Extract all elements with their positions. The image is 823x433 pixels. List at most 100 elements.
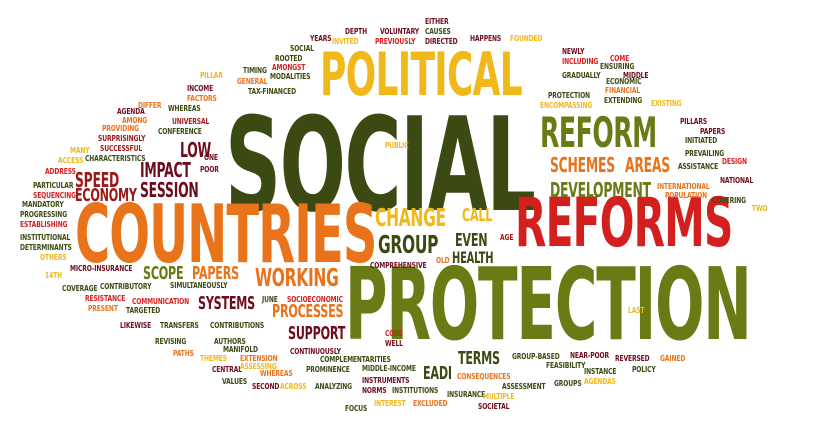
cloud-word: COVERING	[712, 196, 746, 205]
cloud-word: NORMS	[362, 386, 387, 395]
cloud-word: DIFFER	[138, 101, 162, 110]
cloud-word: PARTICULAR	[33, 181, 74, 190]
cloud-word: FOCUS	[345, 404, 368, 413]
cloud-word: AMONGST	[272, 63, 306, 72]
cloud-word: POOR	[200, 165, 219, 174]
cloud-word: UNIVERSAL	[172, 117, 210, 126]
cloud-word: SUPPORT	[288, 323, 346, 344]
cloud-word: SOCIAL	[290, 44, 314, 53]
cloud-word: INSTANCE	[584, 367, 617, 376]
cloud-word: DEVELOPMENT	[550, 178, 651, 202]
cloud-word: GENERAL	[237, 77, 268, 86]
cloud-word: CONTRIBUTIONS	[210, 321, 265, 330]
cloud-word: MICRO-INSURANCE	[70, 264, 133, 273]
cloud-word: SEQUENCING	[33, 191, 76, 200]
cloud-word: TERMS	[458, 348, 500, 369]
cloud-word: OLD	[436, 256, 450, 265]
cloud-word: THEMES	[200, 354, 227, 363]
cloud-word: ECONOMY	[75, 185, 137, 206]
cloud-word: POLICY	[632, 365, 656, 374]
cloud-word: ASSESSMENT	[502, 382, 546, 391]
cloud-word: EXTENDING	[604, 96, 643, 105]
cloud-word: PROTECTION	[345, 246, 752, 363]
cloud-word: TIMING	[243, 66, 267, 75]
cloud-word: PAPERS	[192, 263, 239, 284]
cloud-word: COUNTRIES	[75, 188, 377, 281]
cloud-word: POLITICAL	[320, 40, 523, 110]
cloud-word: EXTENSION	[240, 354, 278, 363]
cloud-word: LOW	[180, 138, 211, 162]
cloud-word: AUTHORS	[214, 337, 246, 346]
cloud-word: REFORMS	[515, 184, 733, 263]
cloud-word: LIKEWISE	[120, 321, 152, 330]
cloud-word: INCLUDING	[562, 57, 599, 66]
cloud-word: INCOME	[187, 84, 214, 93]
cloud-word: REVERSED	[615, 354, 650, 363]
cloud-word: DEPTH	[345, 27, 367, 36]
cloud-word: DIRECTED	[425, 37, 458, 46]
cloud-word: AGENDAS	[584, 377, 616, 386]
cloud-word: FINANCIAL	[605, 86, 641, 95]
cloud-word: HEALTH	[452, 248, 494, 267]
cloud-word: CONFERENCE	[158, 127, 202, 136]
cloud-word: GROUPS	[554, 379, 582, 388]
cloud-word: COMPREHENSIVE	[370, 261, 427, 270]
cloud-word: MIDDLE	[623, 71, 649, 80]
cloud-word: PROTECTION	[548, 91, 590, 100]
cloud-word: CAUSES	[425, 27, 451, 36]
cloud-word: EVEN	[455, 230, 488, 251]
cloud-word: PILLARS	[680, 117, 708, 126]
cloud-word: WHEREAS	[168, 104, 201, 113]
cloud-word: NEAR-POOR	[570, 351, 610, 360]
cloud-word: SCHEMES	[550, 153, 615, 177]
cloud-word: MANDATORY	[22, 200, 64, 209]
cloud-word: COMMUNICATION	[132, 297, 190, 306]
cloud-word: EXISTING	[651, 99, 682, 108]
cloud-word: CENTRAL	[212, 365, 242, 374]
cloud-word: SPEED	[75, 168, 120, 192]
cloud-word: FEASIBILITY	[546, 361, 586, 370]
cloud-word: VOLUNTARY	[380, 27, 419, 36]
cloud-word: CONTRIBUTORY	[100, 282, 152, 291]
cloud-word: FACTORS	[187, 94, 217, 103]
cloud-word: ACCESS	[58, 156, 84, 165]
cloud-word: COME	[610, 54, 630, 63]
cloud-word: HAPPENS	[470, 34, 502, 43]
cloud-word: ADDRESS	[45, 167, 76, 176]
cloud-word: LAST	[628, 306, 645, 315]
cloud-word: AGE	[500, 233, 514, 242]
cloud-word: GROUP-BASED	[512, 352, 560, 361]
cloud-word: WELL	[385, 339, 403, 348]
cloud-word: EITHER	[425, 17, 449, 26]
cloud-word: MODALITIES	[270, 72, 311, 81]
cloud-word: CONSEQUENCES	[457, 372, 511, 381]
cloud-word: VALUES	[222, 377, 248, 386]
cloud-word: CHARACTERISTICS	[85, 154, 146, 163]
cloud-word: SCOPE	[143, 263, 184, 284]
cloud-word: ENCOMPASSING	[540, 101, 593, 110]
cloud-word: GRADUALLY	[562, 71, 601, 80]
cloud-word: SOCIOECONOMIC	[287, 295, 343, 304]
cloud-word: 14TH	[45, 271, 62, 280]
cloud-word: MIDDLE-INCOME	[362, 364, 416, 373]
cloud-word: DETERMINANTS	[20, 243, 72, 252]
cloud-word: PROVIDING	[102, 124, 139, 133]
cloud-word: REVISING	[155, 337, 187, 346]
cloud-word: INSTITUTIONAL	[20, 233, 71, 242]
cloud-word: DESIGN	[722, 157, 747, 166]
cloud-word: PUBLIC	[385, 141, 409, 150]
cloud-word: TARGETED	[126, 306, 161, 315]
cloud-word: NATIONAL	[720, 176, 754, 185]
cloud-word: WORKING	[255, 263, 339, 292]
cloud-word: PILLAR	[200, 71, 223, 80]
cloud-word: JUNE	[262, 295, 278, 304]
cloud-word: SUCCESSFUL	[100, 144, 143, 153]
cloud-word: INTEREST	[374, 399, 406, 408]
cloud-word: PREVAILING	[685, 149, 725, 158]
cloud-word: AREAS	[625, 153, 670, 177]
cloud-word: EXCLUDED	[413, 399, 448, 408]
cloud-word: ANALYZING	[315, 382, 352, 391]
cloud-word: FOUNDED	[510, 34, 543, 43]
cloud-word: SESSION	[140, 178, 199, 202]
